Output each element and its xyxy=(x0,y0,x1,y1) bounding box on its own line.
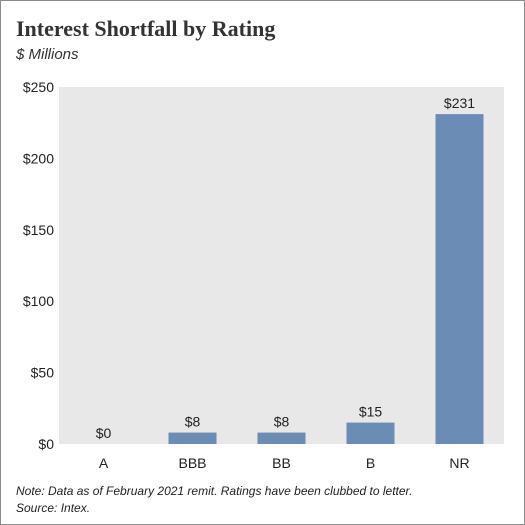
bars xyxy=(168,114,484,444)
bar-b xyxy=(346,422,395,444)
data-label-a: $0 xyxy=(96,425,112,441)
data-label-nr: $231 xyxy=(444,95,475,111)
chart-subtitle: $ Millions xyxy=(16,46,79,63)
y-tick-label: $0 xyxy=(38,436,54,452)
x-tick-label-nr: NR xyxy=(449,455,469,471)
x-tick-label-bb: BB xyxy=(272,455,291,471)
y-tick-label: $250 xyxy=(23,79,54,95)
x-axis-ticks: A BBB BB B NR xyxy=(99,455,470,471)
source-note: Source: Intex. xyxy=(16,501,91,515)
bar-nr xyxy=(435,114,484,444)
x-tick-label-bbb: BBB xyxy=(178,455,206,471)
bar-bbb xyxy=(168,432,217,444)
y-tick-label: $100 xyxy=(23,293,54,309)
data-label-bb: $8 xyxy=(274,414,290,430)
y-tick-label: $200 xyxy=(23,150,54,166)
chart-title: Interest Shortfall by Rating xyxy=(16,16,276,41)
footnote: Note: Data as of February 2021 remit. Ra… xyxy=(16,484,413,498)
x-tick-label-b: B xyxy=(366,455,375,471)
bar-bb xyxy=(257,432,306,444)
plot-area xyxy=(59,87,504,444)
x-tick-label-a: A xyxy=(99,455,109,471)
data-label-b: $15 xyxy=(359,404,383,420)
y-tick-label: $50 xyxy=(31,365,55,381)
y-tick-label: $150 xyxy=(23,222,54,238)
data-labels: $0 $8 $8 $15 $231 xyxy=(96,95,476,441)
data-label-bbb: $8 xyxy=(185,414,201,430)
y-axis-ticks: $0 $50 $100 $150 $200 $250 xyxy=(23,79,54,452)
